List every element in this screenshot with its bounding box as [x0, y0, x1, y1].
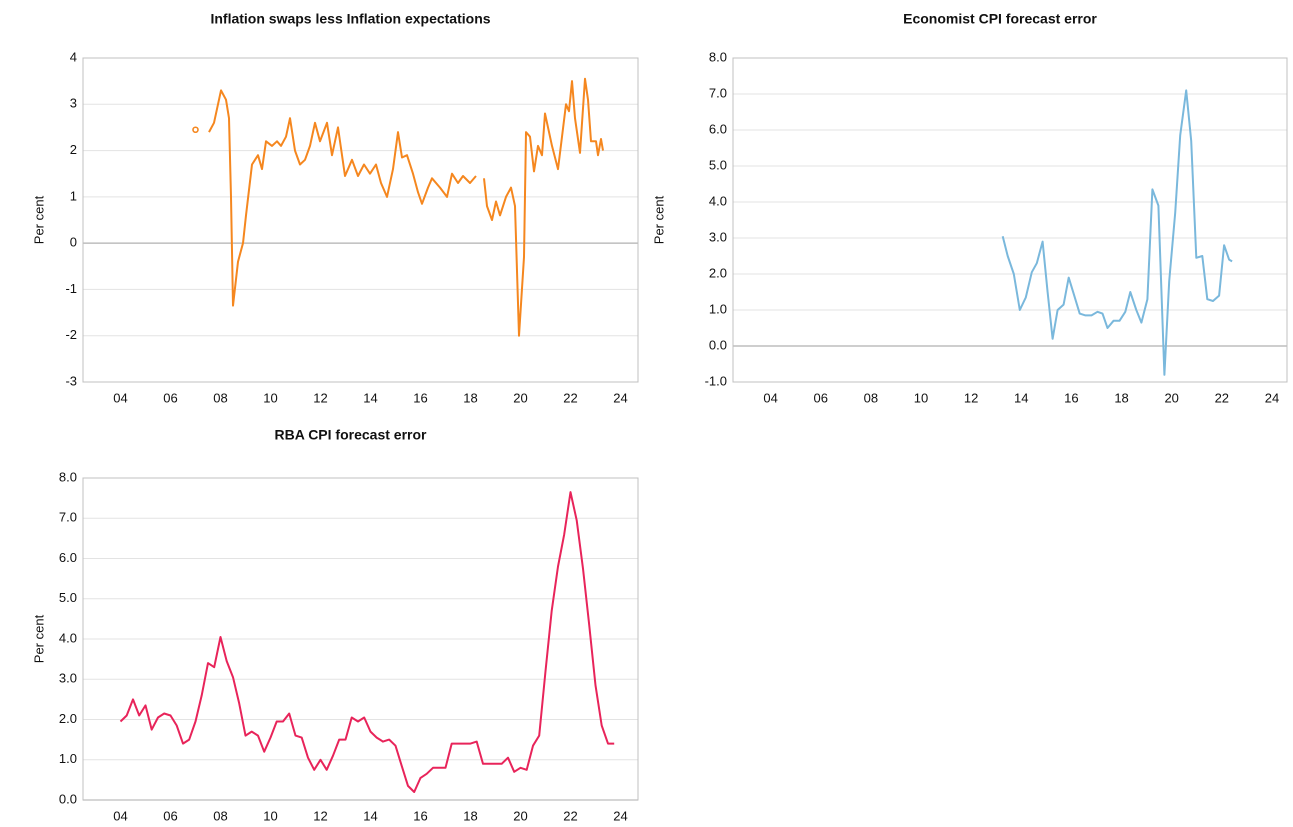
x-tick-label: 06 — [163, 390, 177, 405]
x-tick-label: 16 — [1064, 390, 1078, 405]
y-tick-label: 4.0 — [709, 193, 727, 208]
x-tick-label: 24 — [613, 390, 627, 405]
y-tick-label: -3 — [65, 373, 77, 388]
y-tick-label: 1 — [70, 188, 77, 203]
y-tick-label: 0.0 — [709, 337, 727, 352]
x-tick-label: 22 — [563, 808, 577, 823]
x-tick-label: 24 — [1265, 390, 1279, 405]
y-tick-label: -1 — [65, 281, 77, 296]
y-tick-label: 3 — [70, 96, 77, 111]
y-tick-label: 6.0 — [709, 121, 727, 136]
y-tick-label: 3.0 — [59, 671, 77, 686]
x-tick-label: 22 — [563, 390, 577, 405]
y-tick-label: 0.0 — [59, 791, 77, 806]
x-tick-label: 20 — [513, 808, 527, 823]
x-tick-label: 04 — [113, 390, 127, 405]
y-axis-label: Per cent — [31, 195, 46, 244]
y-tick-label: 6.0 — [59, 550, 77, 565]
x-tick-label: 20 — [1164, 390, 1178, 405]
x-tick-label: 16 — [413, 390, 427, 405]
x-tick-label: 04 — [763, 390, 777, 405]
y-tick-label: 4 — [70, 49, 77, 64]
x-tick-label: 22 — [1215, 390, 1229, 405]
x-tick-label: 10 — [263, 390, 277, 405]
x-tick-label: 08 — [213, 390, 227, 405]
data-point — [192, 126, 199, 134]
y-tick-label: 5.0 — [709, 157, 727, 172]
x-tick-label: 18 — [463, 808, 477, 823]
x-tick-label: 18 — [1114, 390, 1128, 405]
y-tick-label: 8.0 — [59, 469, 77, 484]
x-tick-label: 16 — [413, 808, 427, 823]
x-tick-label: 18 — [463, 390, 477, 405]
data-line — [483, 77, 604, 337]
y-tick-label: 0 — [70, 235, 77, 250]
plot-border — [82, 57, 639, 383]
y-tick-label: 7.0 — [709, 85, 727, 100]
y-tick-label: 5.0 — [59, 590, 77, 605]
x-tick-label: 08 — [864, 390, 878, 405]
data-line — [208, 89, 477, 307]
x-tick-label: 10 — [914, 390, 928, 405]
x-tick-label: 12 — [313, 390, 327, 405]
x-tick-label: 20 — [513, 390, 527, 405]
x-tick-label: 12 — [964, 390, 978, 405]
x-tick-label: 08 — [213, 808, 227, 823]
y-tick-label: 1.0 — [709, 301, 727, 316]
x-tick-label: 06 — [163, 808, 177, 823]
x-tick-label: 14 — [363, 390, 377, 405]
x-tick-label: 14 — [363, 808, 377, 823]
y-axis-label: Per cent — [651, 195, 666, 244]
plot-border — [732, 57, 1288, 383]
y-tick-label: 8.0 — [709, 49, 727, 64]
chart-title: RBA CPI forecast error — [275, 427, 428, 443]
y-tick-label: 2.0 — [709, 265, 727, 280]
y-tick-label: 4.0 — [59, 630, 77, 645]
data-line — [119, 491, 615, 793]
y-tick-label: 2 — [70, 142, 77, 157]
chart-title: Inflation swaps less Inflation expectati… — [210, 11, 490, 27]
y-tick-label: 7.0 — [59, 510, 77, 525]
x-tick-label: 12 — [313, 808, 327, 823]
y-axis-label: Per cent — [31, 614, 46, 663]
y-tick-label: 1.0 — [59, 751, 77, 766]
x-tick-label: 14 — [1014, 390, 1028, 405]
y-tick-label: -1.0 — [705, 373, 727, 388]
plot-border — [82, 477, 639, 801]
x-tick-label: 10 — [263, 808, 277, 823]
x-tick-label: 04 — [113, 808, 127, 823]
y-tick-label: 3.0 — [709, 229, 727, 244]
y-tick-label: -2 — [65, 327, 77, 342]
chart-title: Economist CPI forecast error — [903, 11, 1097, 27]
data-line — [1001, 89, 1233, 376]
x-tick-label: 24 — [613, 808, 627, 823]
x-tick-label: 06 — [814, 390, 828, 405]
y-tick-label: 2.0 — [59, 711, 77, 726]
